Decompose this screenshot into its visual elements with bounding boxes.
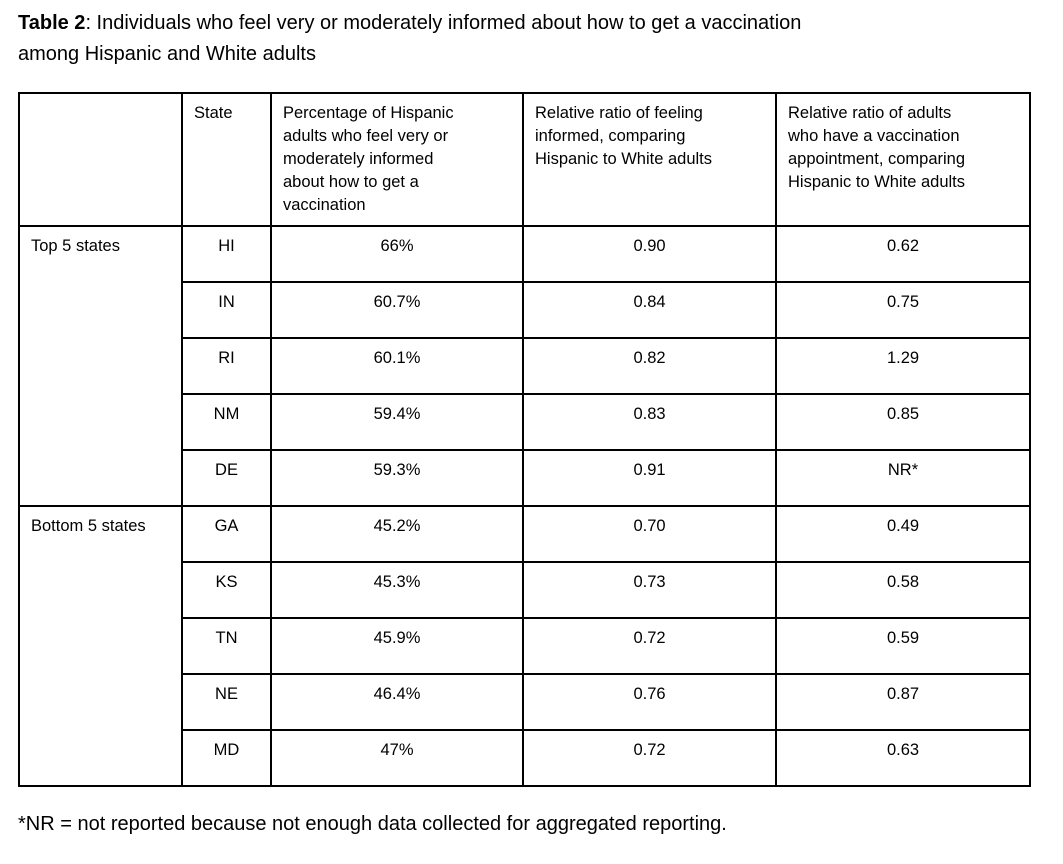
cell-ratio-informed: 0.83 <box>522 393 777 451</box>
group-label-top-5-states: Top 5 states <box>18 225 183 507</box>
header-percentage-informed: Percentage of Hispanic adults who feel v… <box>270 92 524 227</box>
cell-state: HI <box>181 225 272 283</box>
cell-ratio-appointment: 1.29 <box>775 337 1031 395</box>
cell-percentage: 66% <box>270 225 524 283</box>
cell-ratio-appointment: 0.49 <box>775 505 1031 563</box>
header-empty-cell <box>18 92 183 227</box>
table-row-md: MD 47% 0.72 0.63 <box>19 729 1031 787</box>
cell-percentage: 45.3% <box>270 561 524 619</box>
table-row-ks: KS 45.3% 0.73 0.58 <box>19 561 1031 619</box>
table-row-hi: Top 5 states HI 66% 0.90 0.62 <box>18 225 1031 507</box>
table-row-ri: RI 60.1% 0.82 1.29 <box>19 337 1031 395</box>
title-line-2: among Hispanic and White adults <box>18 43 316 65</box>
cell-ratio-appointment: 0.62 <box>775 225 1031 283</box>
cell-ratio-informed: 0.73 <box>522 561 777 619</box>
cell-percentage: 59.4% <box>270 393 524 451</box>
cell-ratio-appointment: 0.75 <box>775 281 1031 339</box>
table-row-ne: NE 46.4% 0.76 0.87 <box>19 673 1031 731</box>
title-line-1: Table 2: Individuals who feel very or mo… <box>18 8 801 39</box>
table-row-nm: NM 59.4% 0.83 0.85 <box>19 393 1031 451</box>
cell-ratio-appointment: 0.58 <box>775 561 1031 619</box>
cell-state: TN <box>181 617 272 675</box>
cell-percentage: 45.9% <box>270 617 524 675</box>
footnote: *NR = not reported because not enough da… <box>18 813 727 835</box>
cell-state: NM <box>181 393 272 451</box>
cell-ratio-informed: 0.90 <box>522 225 777 283</box>
cell-state: DE <box>181 449 272 507</box>
header-ratio-informed-text: Relative ratio of feeling informed, comp… <box>535 104 712 168</box>
header-percentage-informed-text: Percentage of Hispanic adults who feel v… <box>283 104 454 214</box>
cell-ratio-informed: 0.91 <box>522 449 777 507</box>
table-header-row: State Percentage of Hispanic adults who … <box>18 92 1031 227</box>
title-table-number: Table 2 <box>18 12 86 34</box>
cell-percentage: 45.2% <box>270 505 524 563</box>
table-2: State Percentage of Hispanic adults who … <box>18 92 1031 787</box>
cell-state: GA <box>181 505 272 563</box>
cell-state: IN <box>181 281 272 339</box>
table-row-ga: Bottom 5 states GA 45.2% 0.70 0.49 <box>18 505 1031 787</box>
cell-state: MD <box>181 729 272 787</box>
cell-state: RI <box>181 337 272 395</box>
group-label-bottom-5-states: Bottom 5 states <box>18 505 183 787</box>
cell-ratio-informed: 0.70 <box>522 505 777 563</box>
cell-ratio-informed: 0.82 <box>522 337 777 395</box>
header-state: State <box>181 92 272 227</box>
header-ratio-informed: Relative ratio of feeling informed, comp… <box>522 92 777 227</box>
table-row-in: IN 60.7% 0.84 0.75 <box>19 281 1031 339</box>
header-ratio-appointment-text: Relative ratio of adults who have a vacc… <box>788 104 966 191</box>
cell-percentage: 47% <box>270 729 524 787</box>
cell-ratio-appointment: NR* <box>775 449 1031 507</box>
table-row-tn: TN 45.9% 0.72 0.59 <box>19 617 1031 675</box>
cell-ratio-appointment: 0.85 <box>775 393 1031 451</box>
header-ratio-appointment: Relative ratio of adults who have a vacc… <box>775 92 1031 227</box>
cell-percentage: 60.7% <box>270 281 524 339</box>
page-title: Table 2: Individuals who feel very or mo… <box>18 8 801 70</box>
cell-ratio-appointment: 0.59 <box>775 617 1031 675</box>
cell-ratio-informed: 0.72 <box>522 729 777 787</box>
table-row-de: DE 59.3% 0.91 NR* <box>19 449 1031 507</box>
cell-ratio-informed: 0.72 <box>522 617 777 675</box>
title-text: : Individuals who feel very or moderatel… <box>85 12 802 34</box>
cell-ratio-appointment: 0.63 <box>775 729 1031 787</box>
cell-ratio-appointment: 0.87 <box>775 673 1031 731</box>
cell-percentage: 46.4% <box>270 673 524 731</box>
cell-state: KS <box>181 561 272 619</box>
cell-ratio-informed: 0.84 <box>522 281 777 339</box>
cell-percentage: 60.1% <box>270 337 524 395</box>
cell-ratio-informed: 0.76 <box>522 673 777 731</box>
cell-percentage: 59.3% <box>270 449 524 507</box>
cell-state: NE <box>181 673 272 731</box>
